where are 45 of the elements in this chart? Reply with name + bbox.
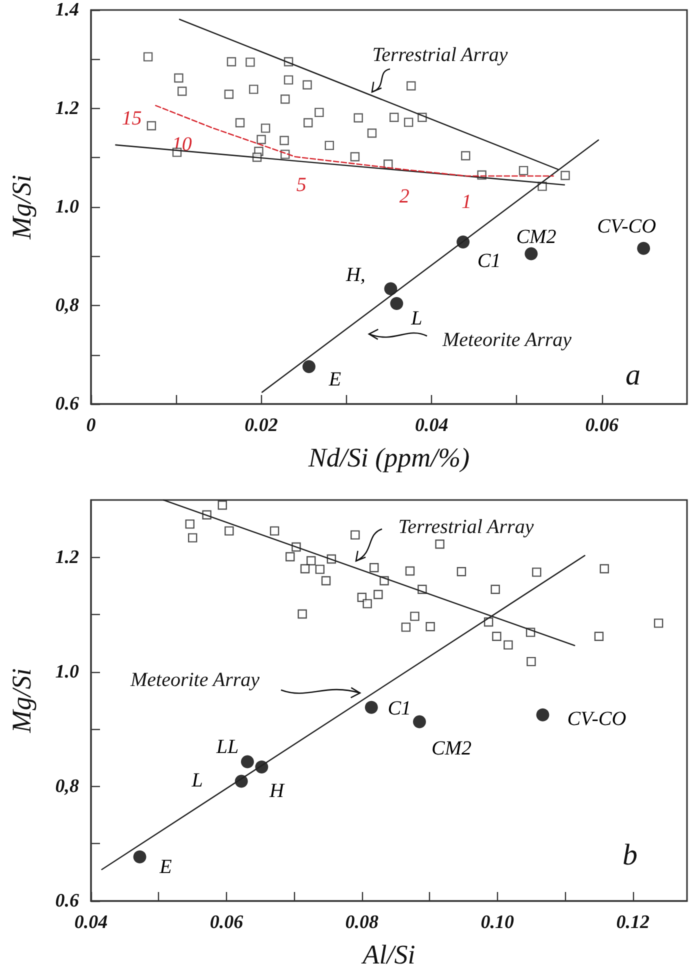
annotation: b bbox=[622, 838, 638, 872]
x-tick-label: 0.06 bbox=[210, 912, 244, 933]
annotation: 2 bbox=[399, 186, 410, 208]
y-tick-label: 0.6 bbox=[55, 394, 80, 414]
x-tick-label: 0.08 bbox=[345, 912, 380, 933]
y-tick-label: 1.2 bbox=[55, 98, 80, 119]
x-tick-label: 0.06 bbox=[585, 415, 619, 436]
y-tick-label: 1.2 bbox=[55, 546, 80, 568]
y-axis-title: Mg/Si bbox=[6, 174, 36, 240]
annotation: a bbox=[626, 358, 640, 392]
annotation: E bbox=[328, 368, 342, 391]
annotation: E bbox=[158, 856, 172, 878]
x-axis-title: Nd/Si (ppm/%) bbox=[307, 442, 470, 472]
x-tick-label: 0 bbox=[86, 415, 96, 436]
annotation: Meteorite Array bbox=[441, 329, 572, 351]
annotation: Terrestrial Array bbox=[398, 516, 534, 538]
x-tick-label: 0.04 bbox=[74, 912, 108, 933]
y-tick-label: 0,8 bbox=[55, 776, 80, 797]
annotation: 15 bbox=[122, 108, 142, 130]
y-tick-label: 0.6 bbox=[55, 890, 80, 912]
annotation: C1 bbox=[477, 250, 501, 272]
x-tick-label: 0.04 bbox=[414, 415, 448, 436]
y-tick-label: 0,8 bbox=[55, 295, 80, 316]
y-tick-label: 1.0 bbox=[55, 196, 80, 218]
y-axis-title: Mg/Si bbox=[6, 668, 36, 734]
annotation: CM2 bbox=[516, 226, 556, 248]
annotation: CV-CO bbox=[567, 708, 626, 730]
x-tick-label: 0.12 bbox=[616, 912, 650, 933]
annotation: Terrestrial Array bbox=[372, 44, 508, 66]
y-tick-label: 1.0 bbox=[55, 661, 80, 682]
annotation: CM2 bbox=[431, 738, 472, 760]
annotation: H bbox=[268, 780, 286, 802]
x-tick-label: 0.02 bbox=[244, 415, 278, 436]
annotation: LL bbox=[215, 736, 239, 758]
annotation: 5 bbox=[296, 174, 306, 196]
annotation: C1 bbox=[388, 697, 412, 720]
x-axis-title: Al/Si bbox=[360, 940, 416, 970]
x-tick-label: 0.10 bbox=[480, 912, 514, 933]
annotation: CV-CO bbox=[597, 215, 656, 238]
y-tick-label: 1.4 bbox=[55, 0, 79, 20]
annotation: H, bbox=[344, 264, 366, 286]
annotation: 1 bbox=[461, 190, 472, 213]
annotation: Meteorite Array bbox=[129, 669, 260, 691]
annotation: L bbox=[410, 308, 422, 330]
annotation: L bbox=[190, 769, 203, 792]
